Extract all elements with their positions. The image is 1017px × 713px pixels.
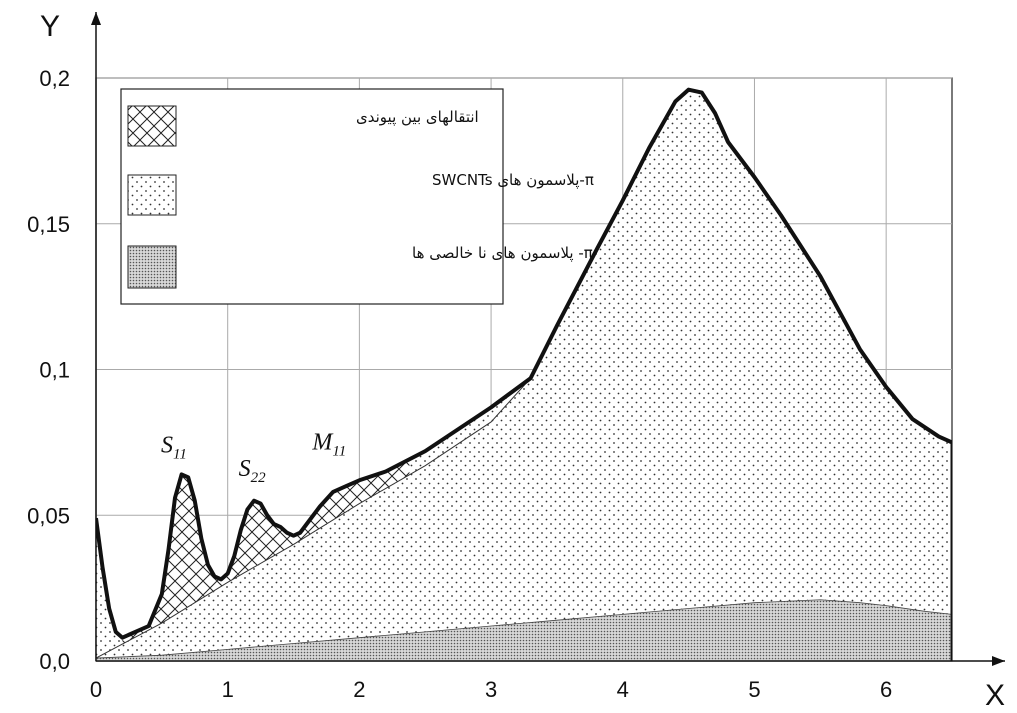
y-tick-label: 0,1 [39,358,70,383]
peak-annotation: S22 [239,456,267,486]
legend-swatch-dense-dots [127,245,177,289]
x-tick-label: 0 [90,677,102,702]
peak-annotations: S11 S22 M11 [161,430,346,486]
x-tick-labels: 0 1 2 3 4 5 6 [90,677,892,702]
x-tick-label: 5 [748,677,760,702]
area-fills [96,87,952,661]
x-axis-arrow [992,656,1005,666]
x-tick-label: 4 [617,677,629,702]
y-tick-label: 0,2 [39,66,70,91]
x-tick-label: 6 [880,677,892,702]
area-impurity-plasmon [96,599,952,661]
peak-annotation: M11 [311,430,346,460]
x-tick-label: 2 [353,677,365,702]
series-total-line [96,87,952,640]
area-swcnt-plasmon [96,89,952,661]
x-tick-label: 1 [222,677,234,702]
x-tick-label: 3 [485,677,497,702]
legend-label-swcnt-plasmon: π-پلاسمون های SWCNTs [432,171,594,190]
y-tick-label: 0,15 [27,212,70,237]
axes [91,12,1005,666]
legend-label-impurity-plasmon: π- پلاسمون های نا خالصی ها [412,244,593,263]
legend-label-interband: انتقالهای بین پیوندی [356,108,479,127]
legend-swatch-sparse-dots [127,174,177,216]
y-axis-arrow [91,12,101,25]
y-tick-label: 0,0 [39,649,70,674]
y-tick-labels: 0,0 0,05 0,1 0,15 0,2 [27,66,70,674]
y-tick-label: 0,05 [27,503,70,528]
x-axis-label: X [985,679,1005,712]
series-baseline-line [96,377,531,659]
peak-annotation: S11 [161,433,187,463]
legend-swatch-crosshatch [127,105,177,147]
y-axis-label: Y [40,10,60,43]
legend: انتقالهای بین پیوندی π-پلاسمون های SWCNT… [120,88,594,305]
